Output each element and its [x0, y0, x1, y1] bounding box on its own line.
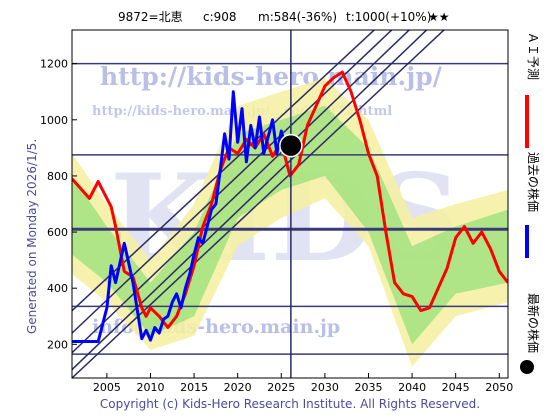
- y-axis-ticks: 200 400 600 800 1000 1200: [40, 58, 77, 351]
- legend-latest-label: 最新の株価: [526, 293, 541, 353]
- band-inner: [72, 105, 508, 345]
- trend-line-0: [72, 30, 411, 354]
- watermark-url: http://kids-hero.main.jp/: [100, 62, 443, 91]
- x-tick-label-2040: 2040: [398, 381, 426, 394]
- x-axis-ticks: 2005 2010 2015 2020 2025 2030 2035 2040 2045 2050: [93, 373, 513, 394]
- y-tick-label-600: 600: [47, 226, 68, 239]
- x-tick-label-2010: 2010: [136, 381, 164, 394]
- y-tick-label-800: 800: [47, 170, 68, 183]
- legend-ai-label: ＡＩ予測: [526, 32, 540, 80]
- legend-past-price: 過去の株価: [525, 152, 541, 258]
- legend: ＡＩ予測 過去の株価 最新の株価: [520, 32, 541, 374]
- y-tick-label-200: 200: [47, 338, 68, 351]
- trend-lines: [72, 30, 446, 378]
- prediction-bands: [72, 77, 508, 367]
- grid-lines: [72, 62, 508, 355]
- x-tick-label-2020: 2020: [224, 381, 252, 394]
- current-price-dot: [279, 133, 303, 158]
- x-tick-label-2045: 2045: [442, 381, 470, 394]
- y-tick-label-1200: 1200: [40, 58, 68, 71]
- current-price-marker: [279, 133, 303, 158]
- title-mean: m:584(-36%): [258, 10, 337, 24]
- generated-date-text: Generated on Monday 2026/1/5.: [25, 139, 39, 334]
- x-tick-label-2050: 2050: [485, 381, 513, 394]
- series-past-price: [72, 90, 292, 343]
- series-ai-forecast: [72, 70, 508, 329]
- x-tick-label-2035: 2035: [354, 381, 382, 394]
- title-name: 9872=北恵: [118, 10, 183, 24]
- x-tick-label-2005: 2005: [93, 381, 121, 394]
- title-current: c:908: [203, 10, 237, 24]
- x-tick-label-2015: 2015: [180, 381, 208, 394]
- trend-line-1: [72, 30, 393, 334]
- copyright-text: Copyright (c) Kids-Hero Research Institu…: [100, 397, 480, 411]
- title-target: t:1000(+10%): [346, 10, 431, 24]
- y-tick-label-1000: 1000: [40, 114, 68, 127]
- legend-latest-price: 最新の株価: [520, 293, 541, 374]
- series-lines: [72, 70, 508, 343]
- plot-frame: [71, 29, 509, 379]
- x-tick-label-2025: 2025: [267, 381, 295, 394]
- x-tick-label-2030: 2030: [311, 381, 339, 394]
- legend-latest-dot: [520, 360, 534, 374]
- trend-line-3: [72, 30, 428, 371]
- legend-past-label: 過去の株価: [526, 152, 541, 212]
- chart-title: 9872=北恵 c:908 m:584(-36%) t:1000(+10%) ★…: [118, 10, 450, 24]
- trend-line-4: [72, 30, 446, 378]
- legend-ai-forecast: ＡＩ予測: [525, 32, 540, 148]
- title-stars: ★★: [428, 10, 450, 24]
- y-tick-label-400: 400: [47, 282, 68, 295]
